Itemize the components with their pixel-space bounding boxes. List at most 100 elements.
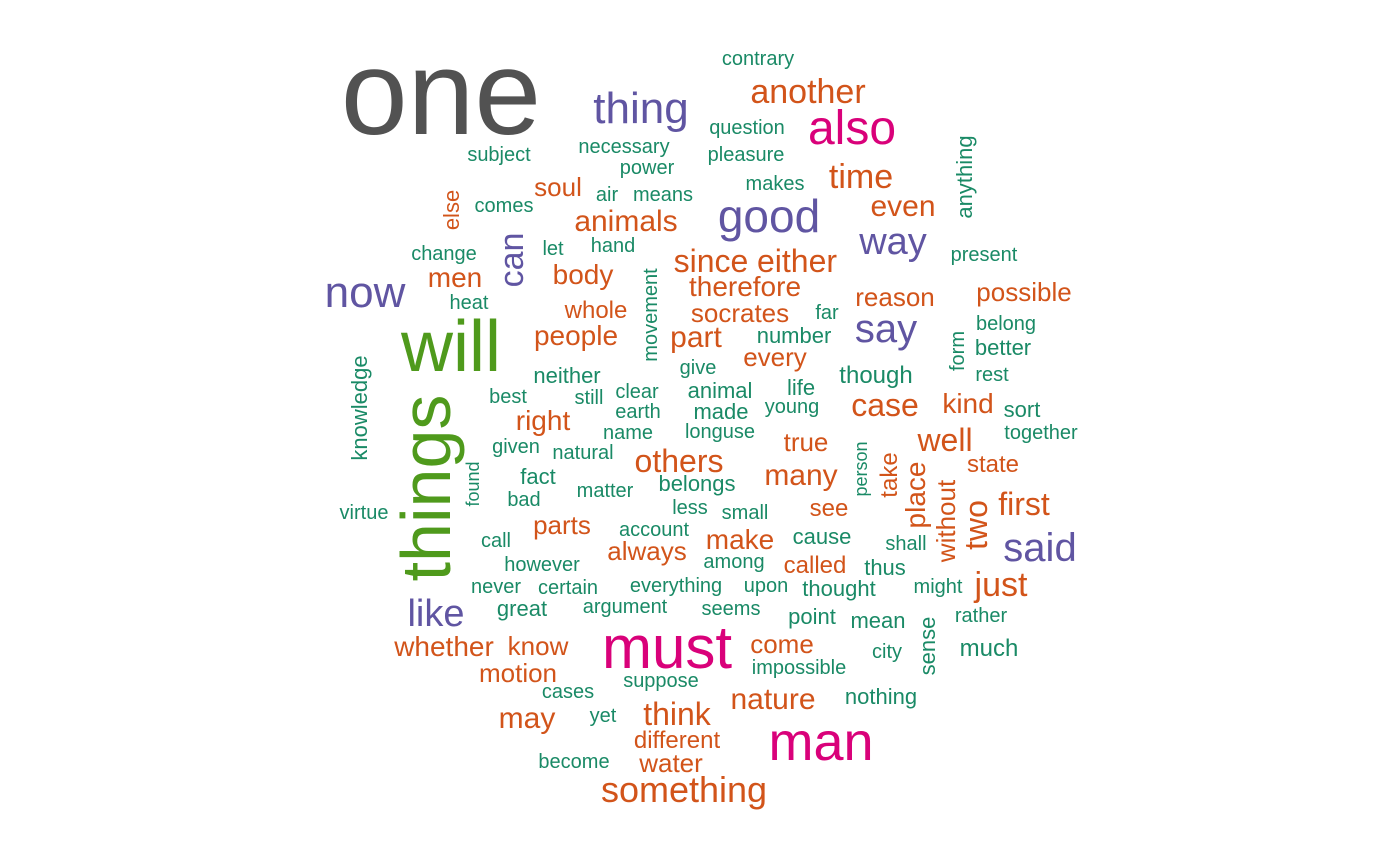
cloud-word-anything: anything [952,135,977,219]
cloud-word-makes: makes [745,173,805,195]
cloud-word-many: many [764,459,838,492]
cloud-word-point: point [788,604,836,629]
cloud-word-better: better [974,335,1032,360]
cloud-word-belong: belong [975,313,1037,335]
cloud-word-just: just [974,566,1028,604]
cloud-word-will: will [401,307,501,387]
cloud-word-earth: earth [615,401,661,423]
cloud-word-else: else [439,189,464,231]
cloud-word-mean: mean [850,608,906,633]
cloud-word-cases: cases [541,681,595,703]
cloud-word-rather: rather [954,605,1008,627]
cloud-word-great: great [496,596,548,621]
cloud-word-come: come [750,629,814,659]
cloud-word-everything: everything [629,575,723,597]
cloud-word-different: different [633,727,721,754]
cloud-word-said: said [1003,526,1077,570]
cloud-word-called: called [783,552,847,579]
cloud-word-well: well [917,422,973,458]
cloud-word-power: power [619,157,675,179]
cloud-word-certain: certain [537,577,599,599]
cloud-word-fact: fact [520,464,556,489]
cloud-word-question: question [709,117,785,139]
cloud-word-like: like [407,593,465,635]
cloud-word-right: right [515,405,571,436]
cloud-word-way: way [859,221,927,263]
cloud-word-always: always [607,536,687,566]
cloud-word-movement: movement [640,268,662,362]
cloud-word-say: say [854,307,918,351]
cloud-word-though: though [839,362,913,389]
cloud-word-state: state [966,451,1020,478]
cloud-word-without: without [931,479,961,563]
cloud-word-good: good [717,190,821,242]
cloud-word-either: either [756,243,838,279]
cloud-word-animal: animal [687,378,753,403]
cloud-word-two: two [958,500,994,550]
cloud-word-know: know [507,631,569,661]
cloud-word-may: may [498,702,556,735]
cloud-word-neither: neither [533,363,601,388]
cloud-word-people: people [533,320,619,351]
cloud-word-however: however [504,554,580,576]
cloud-word-think: think [643,696,711,732]
cloud-word-time: time [828,158,894,196]
cloud-word-part: part [670,321,722,354]
cloud-word-give: give [679,357,717,379]
cloud-word-sort: sort [1003,397,1041,422]
cloud-word-necessary: necessary [578,136,670,158]
cloud-word-subject: subject [467,144,531,166]
cloud-word-upon: upon [743,575,789,597]
cloud-word-impossible: impossible [751,657,847,679]
cloud-word-even: even [870,190,936,223]
cloud-word-account: account [618,519,690,541]
cloud-word-form: form [947,331,969,371]
cloud-word-seems: seems [701,598,761,620]
cloud-word-whole: whole [564,297,628,324]
cloud-word-now: now [324,268,406,317]
cloud-word-name: name [602,422,654,444]
cloud-word-together: together [1004,422,1078,444]
cloud-word-far: far [815,302,839,324]
cloud-word-see: see [809,495,849,522]
cloud-word-possible: possible [976,277,1072,307]
cloud-word-made: made [693,399,749,424]
cloud-word-man: man [768,712,874,772]
cloud-word-men: men [427,262,483,293]
cloud-word-socrates: socrates [690,298,790,328]
cloud-word-cause: cause [792,524,852,549]
cloud-word-young: young [764,396,820,418]
cloud-word-clear: clear [615,381,659,403]
cloud-word-much: much [959,635,1019,662]
cloud-word-another: another [750,73,866,111]
cloud-word-place: place [900,461,931,529]
cloud-word-reason: reason [855,282,935,312]
cloud-word-true: true [783,427,829,457]
cloud-word-natural: natural [552,442,614,464]
cloud-word-water: water [639,748,703,778]
cloud-word-never: never [470,576,522,598]
cloud-word-contrary: contrary [721,48,795,70]
cloud-word-city: city [872,641,902,663]
cloud-word-air: air [595,184,619,206]
cloud-word-less: less [672,497,708,519]
cloud-word-knowledge: knowledge [347,355,372,461]
cloud-word-found: found [463,461,483,507]
cloud-word-things: things [387,394,465,582]
cloud-word-given: given [492,436,540,458]
cloud-word-make: make [705,524,775,555]
cloud-word-longuse: longuse [684,421,756,443]
cloud-word-therefore: therefore [688,271,802,302]
cloud-word-thus: thus [864,555,906,580]
cloud-word-change: change [411,243,477,265]
cloud-word-become: become [538,751,610,773]
cloud-word-suppose: suppose [623,670,699,692]
cloud-word-every: every [743,342,807,372]
cloud-word-parts: parts [533,510,591,540]
cloud-word-life: life [786,375,816,400]
cloud-word-thing: thing [593,84,689,133]
cloud-word-heat: heat [449,292,489,314]
cloud-word-case: case [851,387,919,423]
cloud-word-animals: animals [574,205,678,238]
